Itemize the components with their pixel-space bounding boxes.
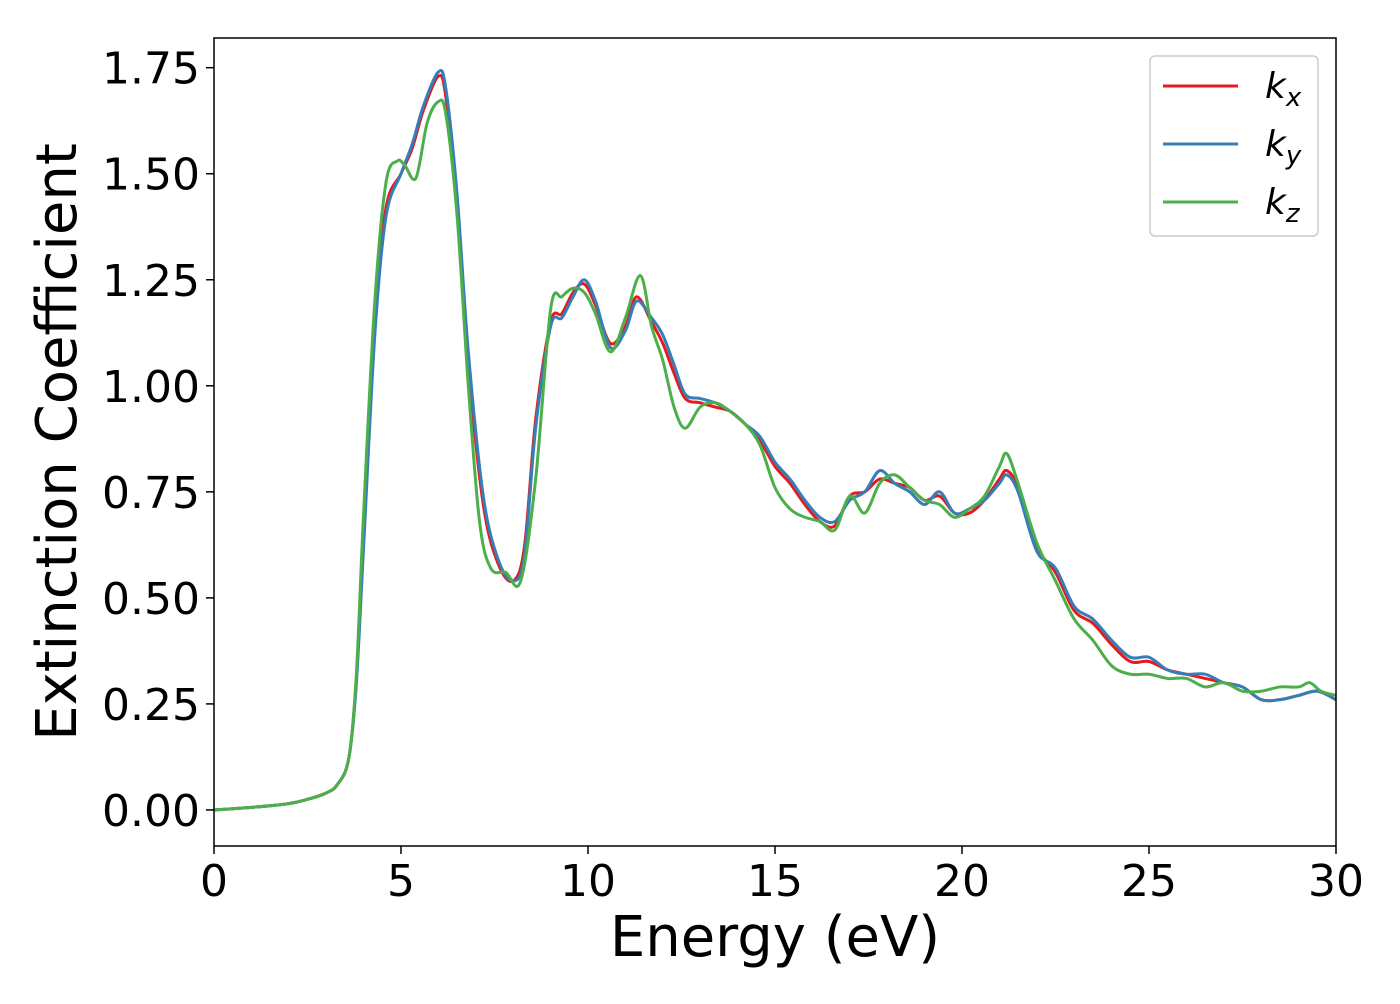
x-axis-ticks: 0 5 10 15 20 25 30 <box>200 846 1364 907</box>
x-tick-label: 20 <box>934 856 990 907</box>
x-tick-label: 15 <box>747 856 803 907</box>
y-tick-label: 1.50 <box>102 150 200 201</box>
y-tick-label: 0.00 <box>102 786 200 837</box>
legend-frame <box>1149 55 1319 237</box>
y-tick-label: 1.00 <box>102 362 200 413</box>
series-line-z <box>214 98 1336 812</box>
x-tick-label: 30 <box>1308 856 1364 907</box>
y-tick-label: 1.25 <box>102 256 200 307</box>
y-axis-ticks: 0.00 0.25 0.50 0.75 1.00 1.25 1.50 1.75 <box>102 44 214 837</box>
legend: kx ky kz <box>1149 55 1319 237</box>
y-tick-label: 1.75 <box>102 44 200 95</box>
legend-label-z: kz <box>1265 182 1301 229</box>
y-axis-label: Extinction Coefficient <box>25 143 90 741</box>
series-line-y <box>214 69 1336 812</box>
y-tick-label: 0.50 <box>102 574 200 625</box>
x-tick-label: 0 <box>200 856 228 907</box>
x-tick-label: 25 <box>1121 856 1177 907</box>
legend-label-x: kx <box>1265 66 1302 113</box>
x-axis-label: Energy (eV) <box>610 905 940 970</box>
series-layer <box>214 69 1336 812</box>
legend-label-y: ky <box>1265 124 1302 171</box>
x-tick-label: 5 <box>387 856 415 907</box>
y-tick-label: 0.75 <box>102 468 200 519</box>
y-tick-label: 0.25 <box>102 680 200 731</box>
x-tick-label: 10 <box>560 856 616 907</box>
